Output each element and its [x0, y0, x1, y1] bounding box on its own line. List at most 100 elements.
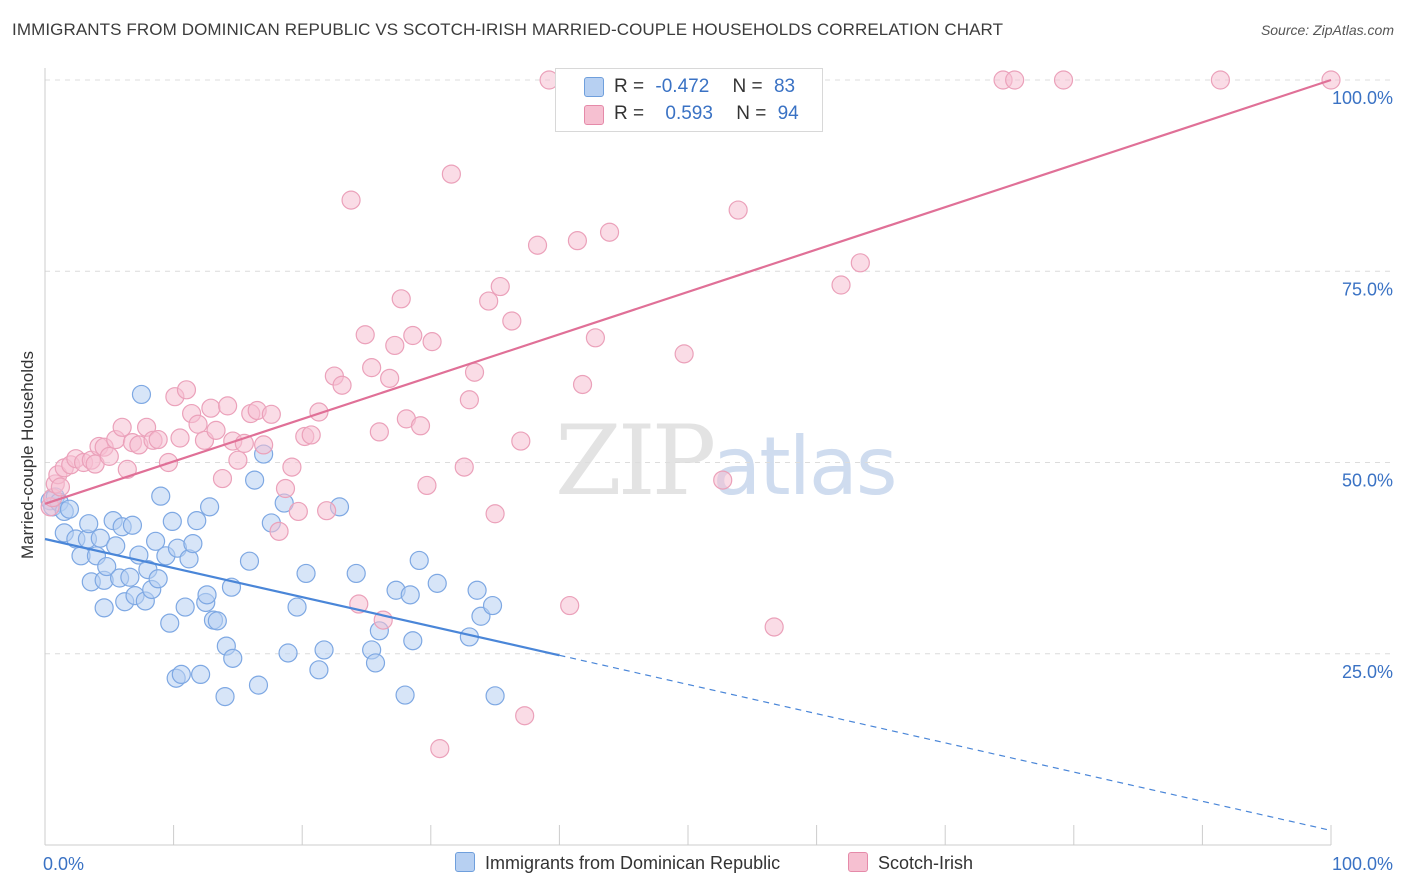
data-point-scotch-irish — [380, 368, 400, 388]
data-point-dominican-republic — [467, 580, 487, 600]
data-point-scotch-irish — [527, 235, 548, 255]
legend-blue-r-value: -0.472 — [655, 76, 710, 97]
source-label: Source: ZipAtlas.com — [1260, 22, 1394, 38]
data-point-scotch-irish — [485, 504, 505, 524]
data-point-scotch-irish — [1005, 70, 1025, 90]
data-point-dominican-republic — [314, 640, 334, 660]
bottom-legend-swatch-pink — [848, 852, 868, 872]
data-point-scotch-irish — [188, 414, 208, 434]
trend-line-blue — [44, 537, 560, 657]
data-point-dominican-republic — [248, 675, 269, 695]
data-point-dominican-republic — [223, 648, 243, 668]
trend-line-pink — [44, 78, 1332, 505]
data-point-scotch-irish — [288, 501, 308, 522]
correlation-legend: R = -0.472 N = 83 R = 0.593 N = 94 — [555, 68, 823, 132]
data-point-scotch-irish — [201, 398, 221, 418]
data-point-dominican-republic — [403, 631, 423, 651]
data-point-scotch-irish — [459, 390, 479, 410]
data-point-scotch-irish — [479, 291, 499, 311]
data-point-scotch-irish — [176, 380, 197, 400]
data-point-scotch-irish — [410, 416, 431, 436]
trend-lines — [44, 78, 1332, 832]
data-point-scotch-irish — [454, 457, 474, 477]
series-blue-points — [40, 384, 505, 707]
data-point-dominican-republic — [239, 551, 260, 571]
data-point-dominican-republic — [191, 664, 211, 685]
data-point-dominican-republic — [296, 563, 316, 584]
data-point-scotch-irish — [1210, 70, 1231, 90]
data-point-scotch-irish — [228, 450, 248, 470]
data-point-dominican-republic — [215, 686, 235, 707]
data-point-scotch-irish — [309, 402, 329, 422]
axes — [44, 68, 1332, 846]
data-point-scotch-irish — [275, 478, 296, 499]
data-point-dominican-republic — [106, 536, 126, 556]
data-point-scotch-irish — [674, 344, 694, 364]
data-point-dominican-republic — [97, 556, 117, 577]
data-point-dominican-republic — [120, 567, 140, 587]
data-point-scotch-irish — [391, 289, 411, 309]
data-point-dominican-republic — [122, 515, 143, 535]
bottom-legend-blue: Immigrants from Dominican Republic — [455, 852, 780, 874]
data-point-dominican-republic — [207, 611, 227, 631]
data-point-scotch-irish — [355, 325, 375, 345]
data-point-dominican-republic — [309, 660, 329, 680]
data-point-dominican-republic — [482, 595, 503, 616]
data-point-scotch-irish — [341, 190, 361, 210]
data-point-dominican-republic — [485, 686, 505, 706]
y-tick-label: 75.0% — [1342, 279, 1393, 299]
data-point-scotch-irish — [515, 706, 535, 726]
data-point-dominican-republic — [287, 597, 307, 617]
data-point-scotch-irish — [170, 428, 190, 448]
bottom-legend-swatch-blue — [455, 852, 475, 872]
tick-labels: 25.0% 50.0% 75.0% 100.0% 0.0% 100.0% — [43, 88, 1393, 874]
data-point-scotch-irish — [417, 475, 437, 496]
data-point-dominican-republic — [160, 613, 180, 633]
data-point-dominican-republic — [427, 573, 447, 593]
legend-pink-r-value: 0.593 — [665, 103, 713, 124]
legend-blue-n-value: 83 — [773, 76, 796, 97]
legend-row-blue: R = -0.472 N = 83 — [614, 76, 795, 98]
data-point-scotch-irish — [369, 422, 389, 442]
data-point-scotch-irish — [112, 417, 132, 437]
data-point-scotch-irish — [422, 332, 442, 352]
data-point-scotch-irish — [362, 358, 382, 378]
legend-blue-r-label: R = — [614, 76, 645, 97]
legend-row-pink: R = 0.593 N = 94 — [614, 103, 799, 125]
data-point-scotch-irish — [502, 311, 522, 331]
data-point-scotch-irish — [1053, 70, 1074, 90]
bottom-legend-blue-label: Immigrants from Dominican Republic — [485, 853, 781, 873]
data-point-scotch-irish — [317, 501, 337, 521]
data-point-dominican-republic — [171, 664, 191, 685]
data-point-dominican-republic — [197, 585, 217, 605]
data-point-scotch-irish — [599, 222, 620, 242]
x-tick-label-left: 0.0% — [43, 854, 84, 874]
data-point-scotch-irish — [403, 325, 423, 346]
data-point-dominican-republic — [162, 511, 182, 532]
data-point-dominican-republic — [148, 569, 168, 589]
data-point-dominican-republic — [187, 511, 207, 531]
bottom-legend-pink-label: Scotch-Irish — [878, 853, 974, 873]
legend-swatch-blue — [584, 77, 604, 97]
data-point-scotch-irish — [385, 335, 405, 356]
data-point-scotch-irish — [148, 429, 168, 450]
legend-pink-n-value: 94 — [777, 103, 799, 124]
y-tick-label: 50.0% — [1342, 471, 1393, 491]
data-point-dominican-republic — [90, 528, 110, 548]
data-point-dominican-republic — [175, 597, 195, 617]
data-point-dominican-republic — [400, 585, 420, 605]
data-point-scotch-irish — [764, 617, 784, 637]
data-point-dominican-republic — [409, 550, 429, 571]
data-point-scotch-irish — [50, 477, 71, 497]
data-point-dominican-republic — [183, 533, 203, 554]
data-point-dominican-republic — [278, 643, 298, 663]
zipatlas-watermark: ZIPatlas — [555, 405, 898, 517]
data-point-dominican-republic — [145, 531, 166, 551]
data-point-dominican-republic — [151, 486, 171, 506]
watermark-zip: ZIP — [555, 405, 716, 517]
data-point-scotch-irish — [282, 457, 302, 477]
legend-pink-r-label: R = — [614, 103, 645, 124]
data-point-dominican-republic — [94, 598, 114, 618]
data-point-scotch-irish — [254, 435, 274, 455]
